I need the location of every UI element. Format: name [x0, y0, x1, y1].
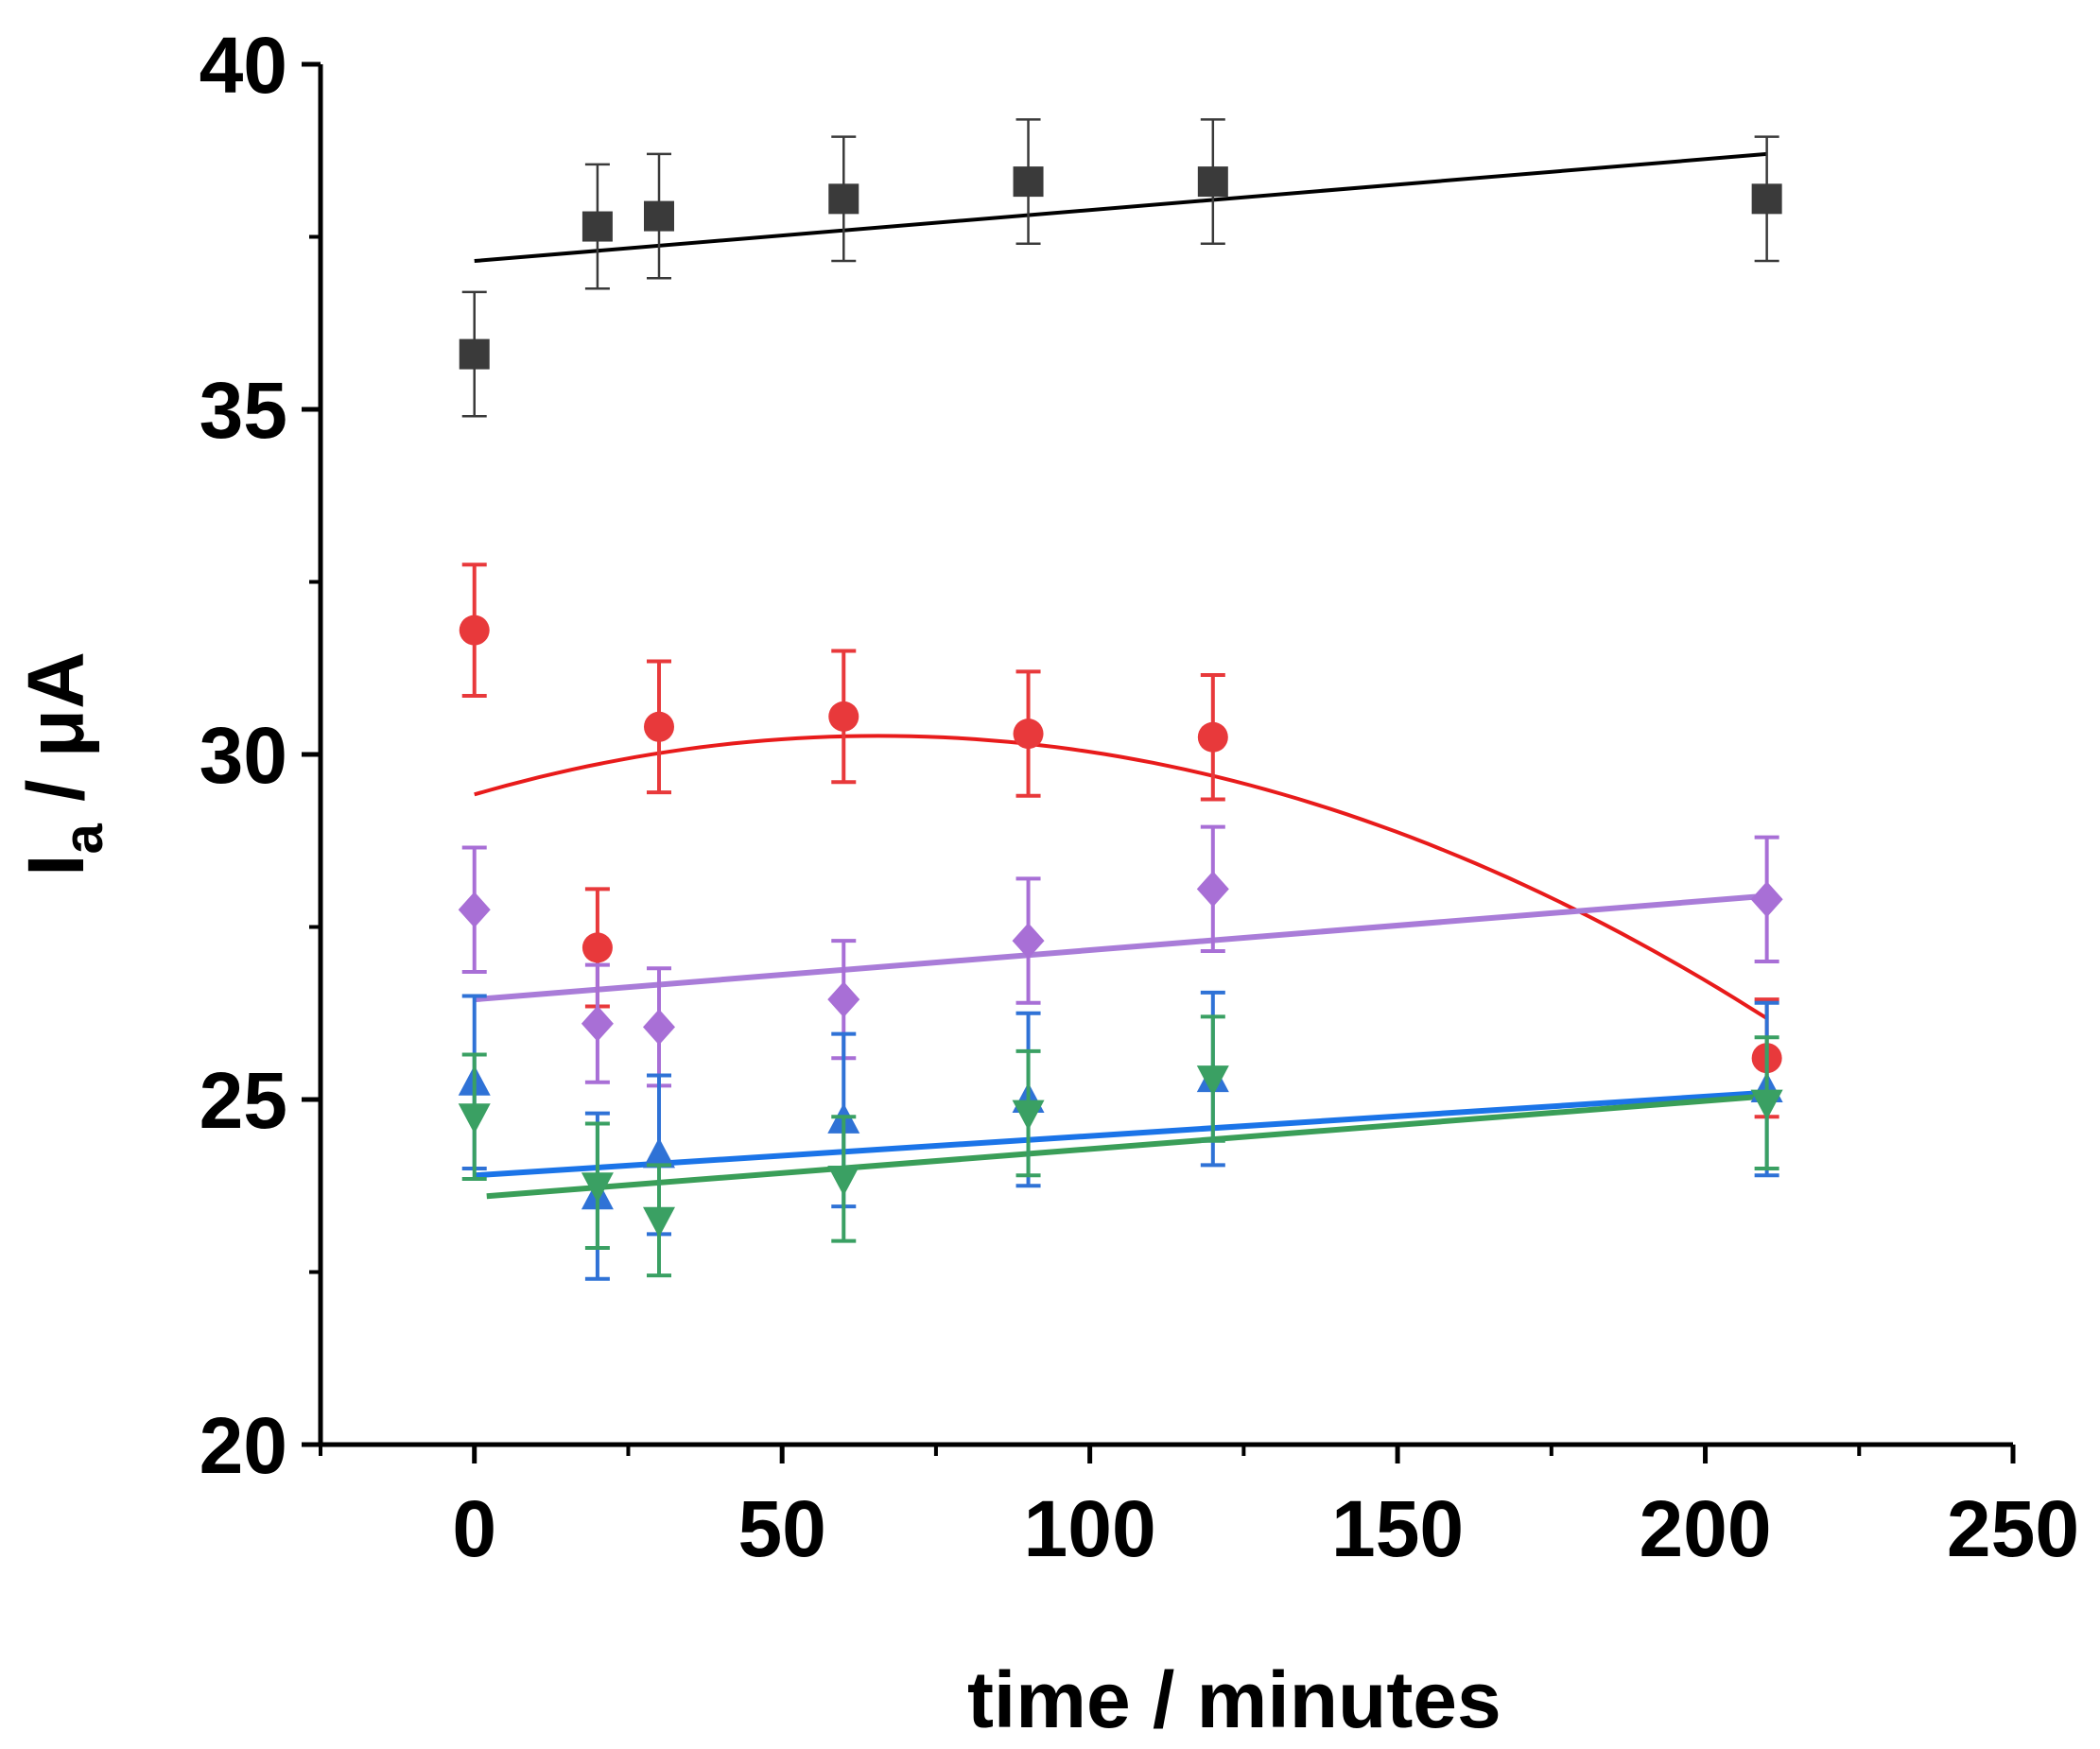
x-axis-title: time / minutes [967, 1655, 1501, 1744]
data-point-triangle-down [458, 1103, 491, 1134]
data-point-triangle-down [1196, 1065, 1229, 1097]
data-point-square [581, 211, 613, 242]
data-point-triangle-down [581, 1172, 614, 1204]
data-point-triangle-down [1012, 1100, 1045, 1131]
data-point-diamond [581, 1005, 614, 1042]
data-point-diamond [1012, 923, 1045, 960]
data-point-square [459, 338, 490, 370]
fit-line-red [474, 734, 1768, 1020]
data-point-circle [828, 701, 859, 732]
data-point-triangle-up [643, 1137, 675, 1169]
data-point-diamond [1196, 871, 1229, 908]
series-green [458, 1014, 1783, 1278]
series-black [459, 118, 1782, 418]
data-point-circle [644, 711, 674, 742]
fit-line-black [474, 151, 1767, 264]
y-tick-label: 20 [200, 1401, 287, 1490]
data-point-triangle-down [643, 1206, 675, 1238]
data-points [458, 118, 1783, 1281]
y-axis-title: Ia / μA [11, 651, 114, 876]
x-tick-label: 50 [738, 1484, 825, 1573]
fit-line-purple [474, 892, 1767, 1003]
data-point-diamond [458, 892, 491, 928]
data-point-square [644, 200, 674, 232]
y-axis-title-subscript: a [53, 823, 114, 855]
data-point-circle [459, 615, 490, 646]
data-point-square [1013, 166, 1044, 198]
data-point-diamond [1750, 881, 1783, 918]
y-tick-label: 40 [200, 21, 287, 110]
y-tick-label: 25 [200, 1056, 287, 1145]
fit-lines [474, 151, 1768, 1200]
fit-line-green [486, 1093, 1767, 1200]
y-tick-label: 35 [200, 366, 287, 455]
series-purple [458, 824, 1783, 1088]
y-axis-title-unit: / μA [11, 651, 100, 823]
data-point-triangle-down [1750, 1089, 1783, 1120]
data-point-diamond [827, 981, 860, 1018]
y-axis-title-main: I [11, 855, 100, 876]
data-point-circle [1197, 721, 1228, 753]
data-point-square [828, 183, 859, 215]
data-point-square [1197, 166, 1228, 198]
x-tick-label: 200 [1639, 1484, 1771, 1573]
data-point-triangle-down [827, 1165, 860, 1196]
data-point-diamond [643, 1009, 675, 1046]
x-tick-label: 0 [452, 1484, 496, 1573]
axes: 0 50 100 150 200 250 20 25 30 35 40 [200, 21, 2080, 1573]
x-tick-label: 100 [1024, 1484, 1156, 1573]
y-tick-label: 30 [200, 711, 287, 800]
data-point-square [1751, 183, 1782, 215]
x-tick-label: 150 [1331, 1484, 1464, 1573]
data-point-circle [581, 932, 613, 963]
fit-line-blue [474, 1089, 1767, 1179]
x-tick-label: 250 [1947, 1484, 2079, 1573]
data-point-circle [1013, 719, 1044, 750]
